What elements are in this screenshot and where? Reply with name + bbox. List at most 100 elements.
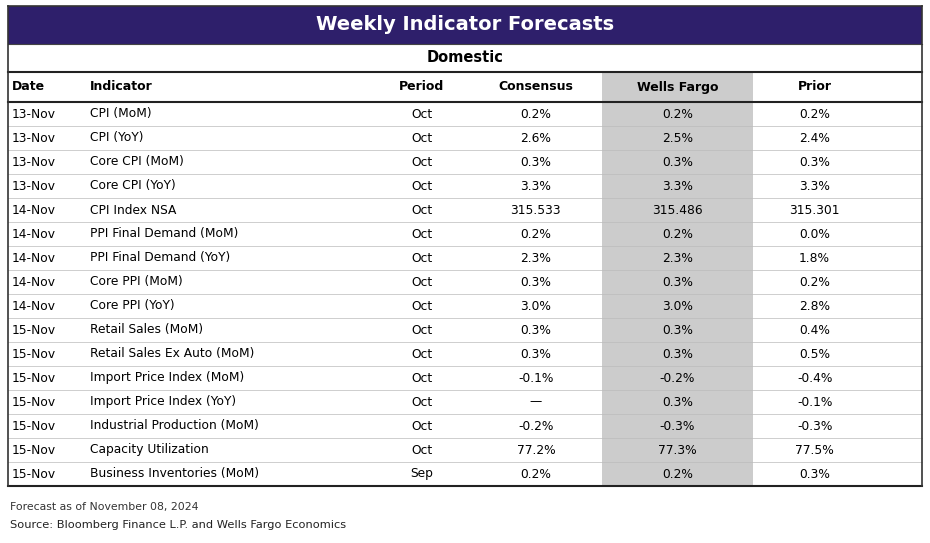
Text: Period: Period [399,80,445,93]
Text: Oct: Oct [411,131,432,144]
Text: Oct: Oct [411,251,432,264]
Text: 0.2%: 0.2% [662,228,693,241]
Text: Retail Sales (MoM): Retail Sales (MoM) [89,324,203,337]
Text: —: — [530,395,542,408]
Text: -0.4%: -0.4% [797,371,832,384]
Text: Oct: Oct [411,348,432,361]
Text: Oct: Oct [411,420,432,433]
Text: PPI Final Demand (YoY): PPI Final Demand (YoY) [89,251,230,264]
Text: 0.3%: 0.3% [799,155,830,168]
Text: Oct: Oct [411,108,432,121]
Bar [602,342,753,366]
Bar [602,318,753,342]
Text: Business Inventories (MoM): Business Inventories (MoM) [89,468,259,481]
Text: 3.0%: 3.0% [662,300,693,313]
Bar [602,174,753,198]
Text: 0.2%: 0.2% [662,108,693,121]
Bar [602,462,753,486]
Text: 1.8%: 1.8% [799,251,830,264]
Text: 14-Nov: 14-Nov [12,204,56,217]
Bar [602,150,753,174]
Text: 3.3%: 3.3% [662,180,693,193]
Text: 0.4%: 0.4% [799,324,830,337]
Text: 0.3%: 0.3% [662,348,693,361]
Text: 14-Nov: 14-Nov [12,228,56,241]
Bar [602,102,753,126]
Text: 0.2%: 0.2% [799,108,830,121]
Text: 2.6%: 2.6% [521,131,551,144]
Text: -0.3%: -0.3% [797,420,832,433]
Bar [602,438,753,462]
Text: 77.5%: 77.5% [795,444,834,457]
Text: 15-Nov: 15-Nov [12,420,56,433]
Bar [8,44,922,72]
Text: Oct: Oct [411,371,432,384]
Text: 3.3%: 3.3% [799,180,830,193]
Text: Oct: Oct [411,395,432,408]
Text: Wells Fargo: Wells Fargo [637,80,718,93]
Text: Core CPI (YoY): Core CPI (YoY) [89,180,176,193]
Text: 15-Nov: 15-Nov [12,348,56,361]
Text: Indicator: Indicator [89,80,153,93]
Bar [602,198,753,222]
Text: 13-Nov: 13-Nov [12,180,56,193]
Bar [602,126,753,150]
Text: 15-Nov: 15-Nov [12,324,56,337]
Text: 315.301: 315.301 [790,204,840,217]
Text: CPI (MoM): CPI (MoM) [89,108,152,121]
Text: 15-Nov: 15-Nov [12,371,56,384]
Text: 0.2%: 0.2% [521,228,551,241]
Text: 2.8%: 2.8% [799,300,830,313]
Text: Industrial Production (MoM): Industrial Production (MoM) [89,420,259,433]
Text: -0.1%: -0.1% [518,371,553,384]
Text: Capacity Utilization: Capacity Utilization [89,444,208,457]
Bar [602,390,753,414]
Bar [602,72,753,102]
Text: 0.3%: 0.3% [662,324,693,337]
Text: Domestic: Domestic [427,50,503,66]
Text: Oct: Oct [411,180,432,193]
Text: Retail Sales Ex Auto (MoM): Retail Sales Ex Auto (MoM) [89,348,254,361]
Bar [602,246,753,270]
Text: 14-Nov: 14-Nov [12,300,56,313]
Text: -0.2%: -0.2% [659,371,696,384]
Bar [602,270,753,294]
Text: Sep: Sep [410,468,433,481]
Text: 77.3%: 77.3% [658,444,697,457]
Text: 15-Nov: 15-Nov [12,395,56,408]
Text: 315.486: 315.486 [652,204,703,217]
Text: 2.4%: 2.4% [799,131,830,144]
Bar [602,366,753,390]
Text: 0.2%: 0.2% [662,468,693,481]
Text: 0.3%: 0.3% [662,395,693,408]
Bar [602,414,753,438]
Text: 77.2%: 77.2% [516,444,555,457]
Bar [8,6,922,44]
Text: 0.2%: 0.2% [521,468,551,481]
Bar [602,294,753,318]
Text: Consensus: Consensus [498,80,573,93]
Text: -0.2%: -0.2% [518,420,553,433]
Text: Oct: Oct [411,155,432,168]
Text: 0.2%: 0.2% [521,108,551,121]
Text: 15-Nov: 15-Nov [12,444,56,457]
Text: 14-Nov: 14-Nov [12,275,56,288]
Text: 2.3%: 2.3% [521,251,551,264]
Text: Weekly Indicator Forecasts: Weekly Indicator Forecasts [316,16,614,35]
Text: 0.5%: 0.5% [799,348,830,361]
Text: -0.3%: -0.3% [659,420,696,433]
Text: CPI (YoY): CPI (YoY) [89,131,143,144]
Text: 0.3%: 0.3% [521,155,551,168]
Text: PPI Final Demand (MoM): PPI Final Demand (MoM) [89,228,238,241]
Text: 3.0%: 3.0% [521,300,551,313]
Text: 0.3%: 0.3% [799,468,830,481]
Bar [8,72,922,102]
Text: Date: Date [12,80,46,93]
Text: Oct: Oct [411,228,432,241]
Text: 2.5%: 2.5% [662,131,693,144]
Text: CPI Index NSA: CPI Index NSA [89,204,176,217]
Text: 13-Nov: 13-Nov [12,155,56,168]
Text: Prior: Prior [798,80,831,93]
Bar [602,222,753,246]
Text: -0.1%: -0.1% [797,395,832,408]
